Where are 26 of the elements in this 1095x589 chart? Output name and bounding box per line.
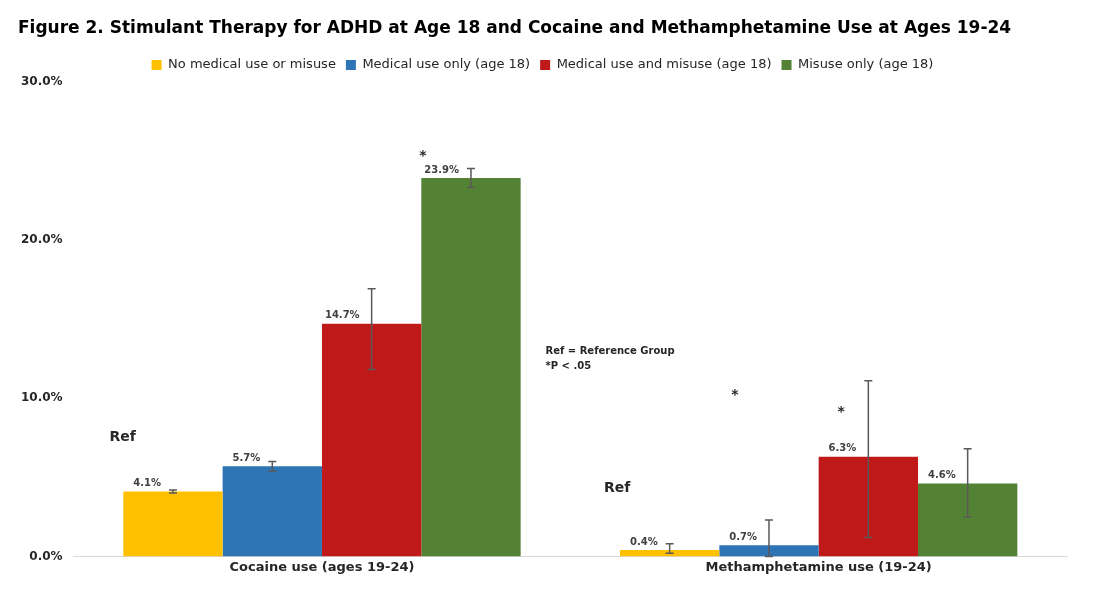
annotation: *P < .05 bbox=[545, 359, 592, 371]
data-label: 4.6% bbox=[927, 469, 956, 481]
y-tick-label: 20.0% bbox=[20, 231, 63, 246]
data-label: 14.7% bbox=[324, 309, 360, 321]
chart-title: Figure 2. Stimulant Therapy for ADHD at Age 18 and Cocaine and Methamphetamine Use at Ages 19-24 bbox=[18, 16, 1012, 37]
legend-label: No medical use or misuse bbox=[168, 56, 336, 72]
annotation: Ref bbox=[109, 428, 137, 445]
data-label: 0.4% bbox=[629, 535, 658, 547]
data-label: 0.7% bbox=[729, 530, 757, 542]
annotation: Ref = Reference Group bbox=[545, 345, 675, 357]
x-tick-label: Methamphetamine use (19-24) bbox=[705, 558, 932, 574]
data-label: 4.1% bbox=[133, 477, 161, 489]
annotation: Ref bbox=[604, 478, 632, 495]
data-label: 23.9% bbox=[424, 163, 459, 175]
annotation: * bbox=[731, 385, 740, 402]
y-tick-label: 10.0% bbox=[20, 390, 63, 405]
y-tick-label: 0.0% bbox=[29, 548, 63, 563]
legend-label: Misuse only (age 18) bbox=[798, 56, 934, 72]
x-tick-label: Cocaine use (ages 19-24) bbox=[229, 558, 415, 574]
data-label: 5.7% bbox=[232, 451, 261, 463]
legend-label: Medical use only (age 18) bbox=[362, 56, 531, 72]
data-label: 6.3% bbox=[828, 442, 857, 454]
legend-label: Medical use and misuse (age 18) bbox=[556, 56, 772, 72]
annotation: * bbox=[419, 146, 428, 163]
annotation: * bbox=[837, 402, 846, 419]
y-tick-label: 30.0% bbox=[20, 73, 63, 88]
